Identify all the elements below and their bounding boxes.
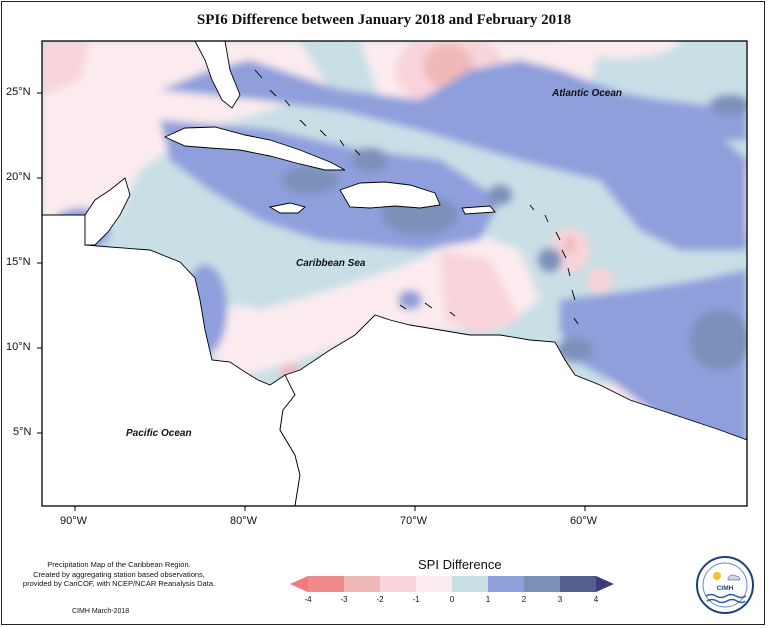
lat-label-20n: 20°N [6, 171, 31, 183]
legend-tick-label: -1 [412, 595, 420, 604]
label-pacific-ocean: Pacific Ocean [126, 428, 192, 439]
lat-label-5n: 5°N [13, 426, 32, 438]
cimh-logo: CIMH [696, 556, 754, 614]
sun-icon [713, 572, 721, 580]
land-hispaniola [339, 181, 441, 209]
cloud-icon [727, 574, 741, 581]
legend-swatch [344, 576, 380, 592]
wave-icon [705, 593, 747, 599]
spi-region-slate-east [690, 310, 747, 370]
bahamas [254, 69, 361, 156]
spi-region-pink-south [440, 250, 520, 335]
legend-tick-label: -3 [340, 595, 348, 604]
land-jamaica [268, 202, 306, 214]
spi-region-salmon-antilles [564, 237, 576, 253]
lon-label-60w: 60°W [570, 515, 598, 527]
land-yucatan [84, 177, 131, 246]
legend-tick-label: 3 [557, 595, 563, 604]
land-florida [194, 41, 241, 109]
legend-swatch [524, 576, 560, 592]
spi-region-pale-ne [560, 41, 680, 58]
axis-ticks [37, 92, 586, 511]
lat-label-15n: 15°N [6, 256, 31, 268]
spi-region-blue-band [520, 90, 747, 150]
legend-colorbar [290, 576, 614, 592]
land-cuba [163, 126, 346, 171]
spi-region-slate-trinidad [557, 338, 593, 362]
lon-label-80w: 80°W [230, 515, 258, 527]
lon-label-70w: 70°W [400, 515, 428, 527]
logo-graphic [702, 562, 748, 608]
spi-region-slate-ne [710, 95, 747, 115]
label-atlantic-ocean: Atlantic Ocean [552, 88, 623, 99]
spi-region-pink-nw [42, 41, 90, 95]
map-border [41, 40, 748, 507]
spi-region-slate-spot-2 [488, 185, 512, 205]
spi-region-pink-spot [586, 268, 614, 292]
legend-swatch [560, 576, 596, 592]
footnote-line-3: provided by CariCOF, with NCEP/NCAR Rean… [22, 579, 216, 588]
legend-arrow-high [596, 576, 614, 592]
lon-label-90w: 90°W [60, 515, 88, 527]
lat-label-25n: 25°N [6, 86, 31, 98]
small-islands [254, 69, 579, 325]
abc-islands [399, 302, 456, 317]
label-caribbean-sea: Caribbean Sea [296, 258, 366, 269]
footnote: Precipitation Map of the Caribbean Regio… [14, 560, 224, 589]
legend-swatch [380, 576, 416, 592]
lat-label-10n: 10°N [6, 341, 31, 353]
spi-region-slate-spot [352, 148, 388, 172]
spi-region-blue-spot [398, 290, 422, 310]
legend-title: SPI Difference [418, 557, 502, 572]
legend-tick-label: -2 [376, 595, 384, 604]
legend-tick-label: 4 [593, 595, 599, 604]
legend-swatch [452, 576, 488, 592]
legend-arrow-low [290, 576, 308, 592]
logo-text: CIMH [716, 585, 734, 592]
land-puerto-rico [461, 205, 496, 215]
legend-swatch [416, 576, 452, 592]
spi-region-slate-lesser-antilles [538, 248, 562, 272]
footnote-line-1: Precipitation Map of the Caribbean Regio… [47, 560, 191, 569]
legend-tick-label: -4 [304, 595, 312, 604]
legend-tick-label: 0 [449, 595, 455, 604]
legend-tick-label: 1 [485, 595, 491, 604]
footnote-line-2: Created by aggregating station based obs… [33, 569, 205, 579]
lesser-antilles [529, 204, 579, 325]
map-title: SPI6 Difference between January 2018 and… [196, 12, 572, 28]
spi-region-slate-cuba [282, 166, 338, 194]
legend-tick-label: 2 [521, 595, 527, 604]
legend-swatch [308, 576, 344, 592]
legend-swatch [488, 576, 524, 592]
land-masses [42, 41, 747, 506]
land-south-america [279, 314, 747, 506]
credit-text: CIMH March-2018 [72, 608, 130, 615]
